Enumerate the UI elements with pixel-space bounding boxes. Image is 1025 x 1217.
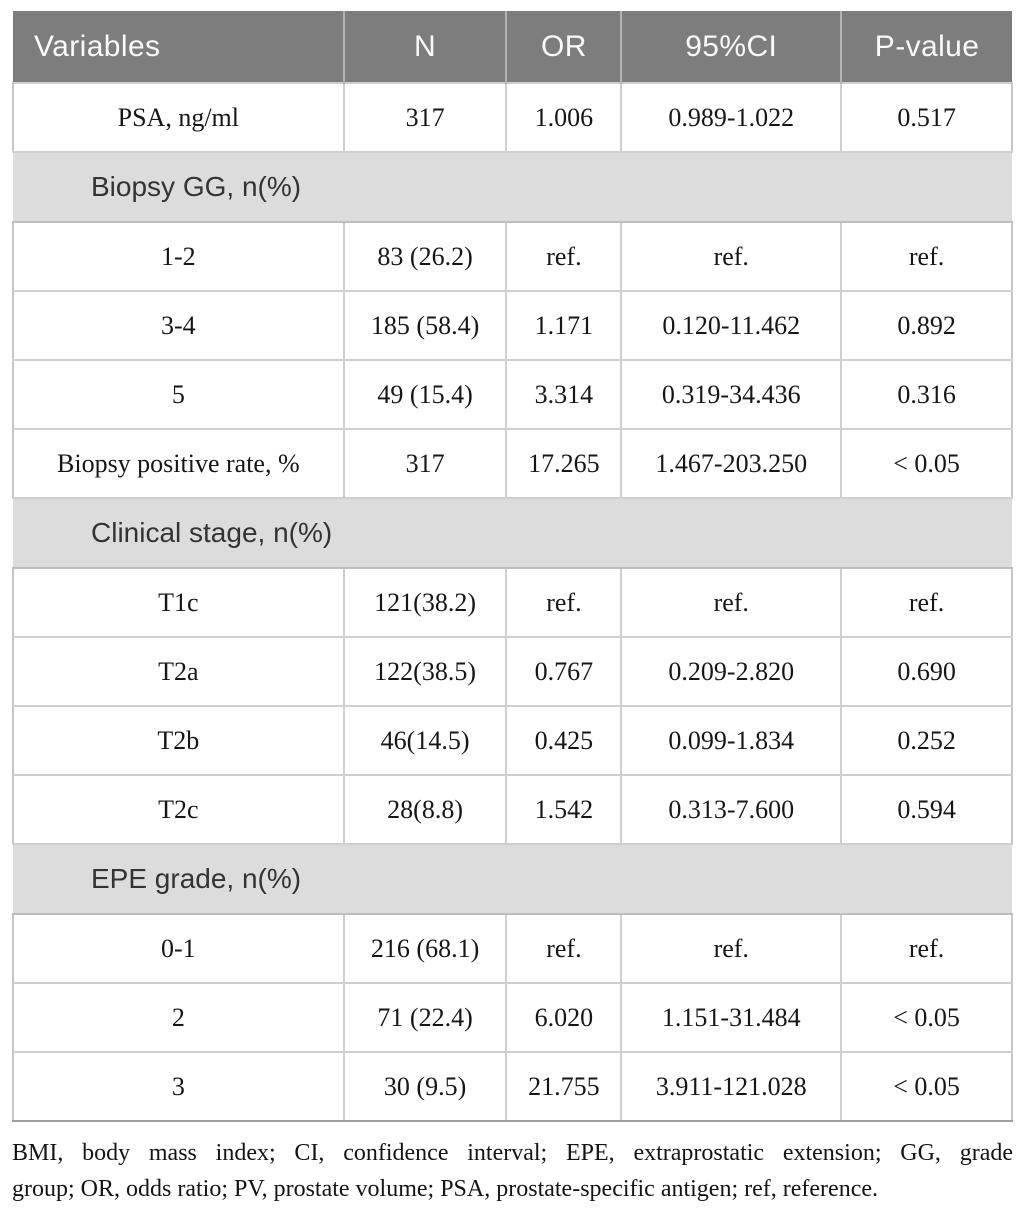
table-row: T2a 122(38.5) 0.767 0.209-2.820 0.690 [12,636,1013,707]
variable-cell: Biopsy positive rate, % [12,428,345,499]
value-cell: 0.099-1.834 [620,705,843,776]
value-cell: 28(8.8) [342,774,508,845]
section-row: Biopsy GG, n(%) [13,151,1012,223]
value-cell: 0.316 [840,359,1013,430]
table-row: 1-2 83 (26.2) ref. ref. ref. [12,221,1013,292]
section-label: Clinical stage, n(%) [13,497,1012,569]
table-row: T2b 46(14.5) 0.425 0.099-1.834 0.252 [12,705,1013,776]
column-header: P-value [840,11,1012,83]
value-cell: ref. [620,221,843,292]
table-row: 0-1 216 (68.1) ref. ref. ref. [12,913,1013,984]
value-cell: < 0.05 [840,1051,1013,1122]
value-cell: 0.209-2.820 [620,636,843,707]
value-cell: 1.151-31.484 [620,982,843,1053]
value-cell: 121(38.2) [342,567,508,638]
regression-table: Variables N OR 95%CI P-value PSA, ng/ml 317 1.… [12,11,1013,1122]
variable-cell: T1c [12,567,345,638]
table-figure: Variables N OR 95%CI P-value PSA, ng/ml 317 1.… [12,11,1013,1207]
value-cell: 0.594 [840,774,1013,845]
value-cell: 21.755 [505,1051,623,1122]
value-cell: 1.542 [505,774,623,845]
variable-cell: PSA, ng/ml [12,82,345,153]
table-row: T2c 28(8.8) 1.542 0.313-7.600 0.594 [12,774,1013,845]
table-row: 3 30 (9.5) 21.755 3.911-121.028 < 0.05 [12,1051,1013,1122]
column-header: Variables [13,11,344,83]
section-label: Biopsy GG, n(%) [13,151,1012,223]
section-row: Clinical stage, n(%) [13,497,1012,569]
value-cell: < 0.05 [840,428,1013,499]
value-cell: ref. [620,913,843,984]
value-cell: ref. [505,221,623,292]
value-cell: < 0.05 [840,982,1013,1053]
value-cell: 17.265 [505,428,623,499]
value-cell: 0.313-7.600 [620,774,843,845]
value-cell: 0.517 [840,82,1013,153]
value-cell: ref. [505,567,623,638]
table-row: 2 71 (22.4) 6.020 1.151-31.484 < 0.05 [12,982,1013,1053]
variable-cell: 2 [12,982,345,1053]
value-cell: 0.892 [840,290,1013,361]
value-cell: 1.467-203.250 [620,428,843,499]
value-cell: 3.911-121.028 [620,1051,843,1122]
table-row: PSA, ng/ml 317 1.006 0.989-1.022 0.517 [12,82,1013,153]
column-header: OR [505,11,622,83]
value-cell: 0.252 [840,705,1013,776]
variable-cell: 1-2 [12,221,345,292]
value-cell: 122(38.5) [342,636,508,707]
value-cell: 0.767 [505,636,623,707]
value-cell: ref. [840,913,1013,984]
variable-cell: T2c [12,774,345,845]
value-cell: 46(14.5) [342,705,508,776]
table-row: 5 49 (15.4) 3.314 0.319-34.436 0.316 [12,359,1013,430]
value-cell: 317 [342,428,508,499]
value-cell: 71 (22.4) [342,982,508,1053]
footnote-line: group; OR, odds ratio; PV, prostate volu… [12,1176,879,1202]
table-row: Biopsy positive rate, % 317 17.265 1.467-20… [12,428,1013,499]
value-cell: 83 (26.2) [342,221,508,292]
value-cell: 49 (15.4) [342,359,508,430]
variable-cell: 5 [12,359,345,430]
value-cell: 185 (58.4) [342,290,508,361]
footnote-line: BMI, body mass index; CI, confidence int… [12,1140,1013,1166]
table-row: 3-4 185 (58.4) 1.171 0.120-11.462 0.892 [12,290,1013,361]
value-cell: 216 (68.1) [342,913,508,984]
value-cell: 3.314 [505,359,623,430]
variable-cell: 3-4 [12,290,345,361]
value-cell: ref. [505,913,623,984]
column-header: 95%CI [620,11,842,83]
section-label: EPE grade, n(%) [13,843,1012,915]
value-cell: 0.989-1.022 [620,82,843,153]
variable-cell: T2a [12,636,345,707]
value-cell: 6.020 [505,982,623,1053]
table-row: T1c 121(38.2) ref. ref. ref. [12,567,1013,638]
value-cell: 317 [342,82,508,153]
value-cell: 30 (9.5) [342,1051,508,1122]
value-cell: 1.171 [505,290,623,361]
value-cell: ref. [840,221,1013,292]
value-cell: ref. [840,567,1013,638]
table-footnote: BMI, body mass index; CI, confidence int… [12,1135,1013,1207]
variable-cell: 3 [12,1051,345,1122]
section-row: EPE grade, n(%) [13,843,1012,915]
header-row: Variables N OR 95%CI P-value [13,11,1012,83]
variable-cell: T2b [12,705,345,776]
value-cell: 0.120-11.462 [620,290,843,361]
value-cell: 0.319-34.436 [620,359,843,430]
value-cell: 0.425 [505,705,623,776]
value-cell: 0.690 [840,636,1013,707]
value-cell: ref. [620,567,843,638]
value-cell: 1.006 [505,82,623,153]
variable-cell: 0-1 [12,913,345,984]
column-header: N [342,11,507,83]
table-body: PSA, ng/ml 317 1.006 0.989-1.022 0.517 Biopsy… [12,82,1013,1122]
